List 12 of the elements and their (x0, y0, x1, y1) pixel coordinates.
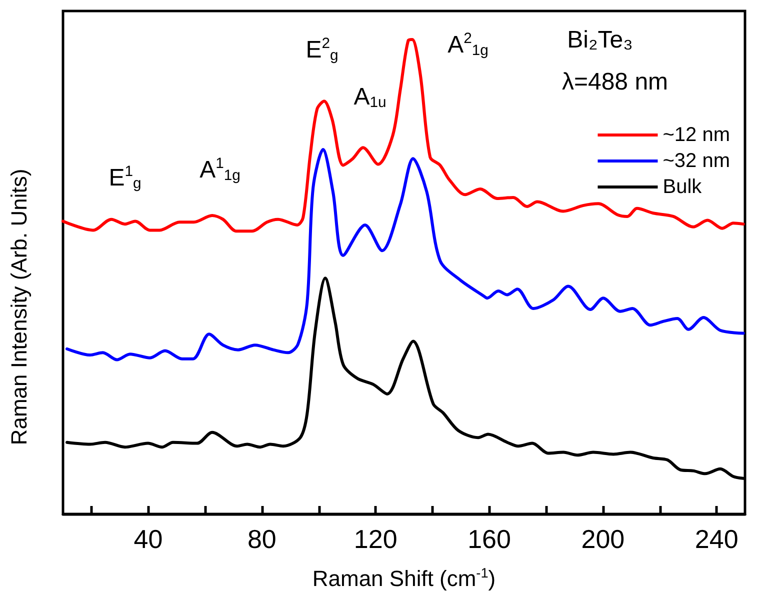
x-tick-label: 40 (134, 524, 163, 554)
y-axis-title: Raman Intensity (Arb. Units) (6, 168, 32, 446)
legend-title: Bi₂Te₃ (567, 26, 633, 54)
legend-label: ~32 nm (662, 150, 730, 172)
x-tick-label: 120 (354, 524, 398, 554)
x-tick-label: 160 (468, 524, 511, 554)
legend-label: Bulk (662, 176, 703, 198)
x-tick-label: 200 (581, 524, 625, 554)
x-tick-label: 80 (247, 524, 276, 554)
annotation: λ=488 nm (562, 68, 668, 96)
x-tick-label: 240 (694, 524, 738, 554)
legend-label: ~12 nm (662, 124, 730, 146)
